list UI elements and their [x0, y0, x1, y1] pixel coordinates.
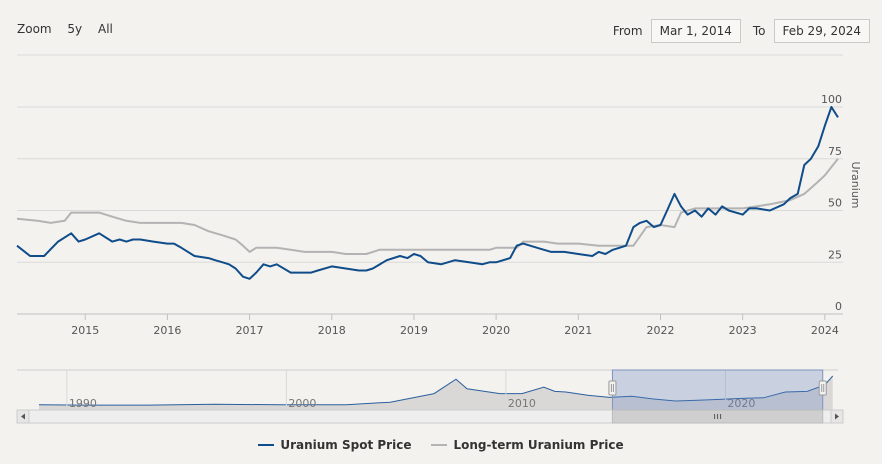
- x-tick-label: 2015: [71, 324, 99, 337]
- x-tick-label: 2017: [236, 324, 264, 337]
- series-line-longterm: [16, 158, 839, 255]
- y-tick-label: 50: [828, 197, 842, 210]
- x-tick-label: 2018: [318, 324, 346, 337]
- to-date-input[interactable]: Feb 29, 2024: [773, 19, 870, 43]
- y-tick-label: 0: [835, 300, 842, 313]
- navigator-handle-right[interactable]: [818, 380, 827, 396]
- navigator-tick-label: 2000: [288, 397, 316, 410]
- navigator-tick-label: 1990: [69, 397, 97, 410]
- series-line-spot: [16, 106, 839, 280]
- x-tick-label: 2020: [482, 324, 510, 337]
- date-range-selector: From Mar 1, 2014 To Feb 29, 2024: [613, 19, 870, 43]
- navigator-selection[interactable]: [611, 369, 824, 411]
- zoom-label: Zoom: [17, 22, 52, 36]
- navigator-tick-label: 2010: [508, 397, 536, 410]
- grid-lines: [17, 54, 843, 315]
- y-tick-label: 25: [828, 248, 842, 261]
- legend-label-spot: Uranium Spot Price: [280, 438, 412, 452]
- navigator-line: [38, 375, 834, 406]
- x-tick-label: 2023: [729, 324, 757, 337]
- zoom-5y-button[interactable]: 5y: [67, 22, 83, 36]
- y-tick-label: 75: [828, 145, 842, 158]
- y-axis-label: Uranium: [849, 161, 862, 208]
- legend-item-longterm[interactable]: Long-term Uranium Price: [431, 438, 624, 452]
- x-axis-ticks: 2015 2016 2017 2018 2019 2020 2021 2022 2023 2024: [71, 314, 839, 337]
- x-tick-label: 2016: [153, 324, 181, 337]
- zoom-bar: Zoom 5y All: [17, 22, 125, 36]
- from-label: From: [612, 24, 643, 38]
- scroll-right-icon: [835, 413, 839, 420]
- navigator[interactable]: 1990 2000 2010 2020: [16, 369, 844, 424]
- y-axis-ticks: 0 25 50 75 100: [821, 93, 842, 313]
- navigator-handle-left[interactable]: [608, 380, 617, 396]
- x-tick-label: 2019: [400, 324, 428, 337]
- to-label: To: [752, 24, 766, 38]
- legend-label-longterm: Long-term Uranium Price: [453, 438, 624, 452]
- zoom-all-button[interactable]: All: [98, 22, 113, 36]
- from-date-input[interactable]: Mar 1, 2014: [650, 19, 741, 43]
- legend-swatch-longterm: [431, 444, 448, 446]
- legend: Uranium Spot Price Long-term Uranium Pri…: [0, 438, 882, 452]
- legend-swatch-spot: [258, 444, 275, 446]
- navigator-tick-label: 2020: [727, 397, 755, 410]
- x-tick-label: 2024: [811, 324, 839, 337]
- series-lines: [16, 106, 839, 280]
- y-tick-label: 100: [821, 93, 842, 106]
- x-tick-label: 2022: [646, 324, 674, 337]
- x-tick-label: 2021: [564, 324, 592, 337]
- scroll-left-icon: [21, 413, 25, 420]
- legend-item-spot[interactable]: Uranium Spot Price: [258, 438, 411, 452]
